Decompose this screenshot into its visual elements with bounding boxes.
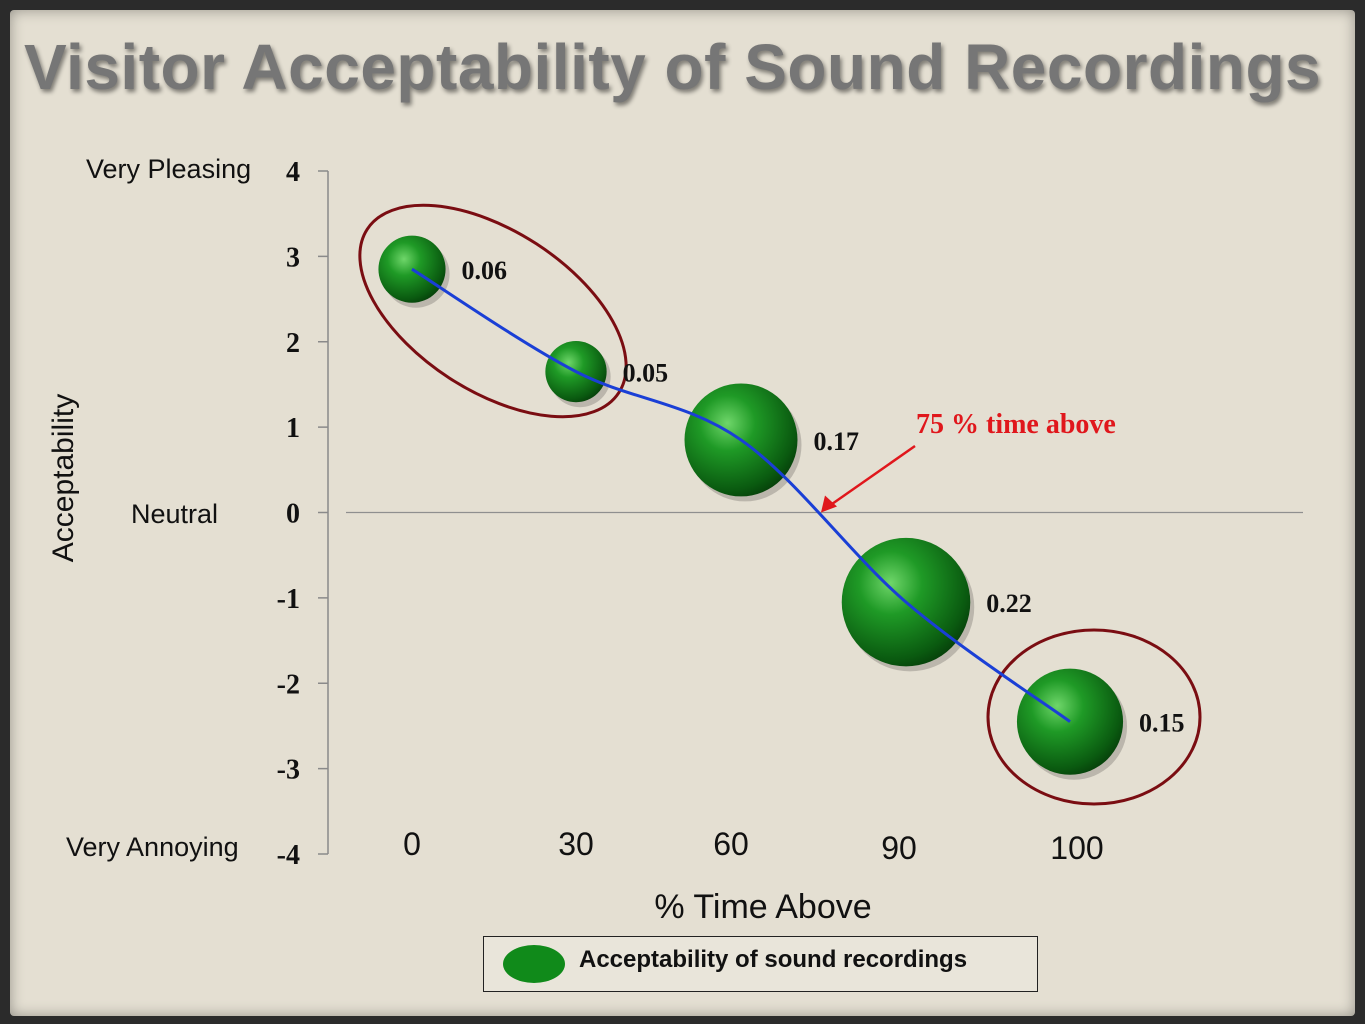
y-tick-label: -4	[277, 840, 300, 871]
annotation-arrow-line	[826, 444, 916, 509]
x-tick-label: 0	[403, 826, 421, 862]
y-tick-label: -3	[277, 755, 300, 786]
x-tick-label: 100	[1050, 830, 1103, 866]
x-tick-label: 60	[713, 826, 749, 862]
annotation-text: 75 % time above	[916, 409, 1116, 440]
highlight-ellipse-top	[358, 203, 628, 419]
annotation-arrow-head	[821, 495, 837, 513]
x-tick-label: 90	[881, 830, 917, 866]
very-annoying-label: Very Annoying	[66, 832, 239, 862]
bubble-value-label: 0.22	[986, 589, 1032, 618]
very-pleasing-label: Very Pleasing	[86, 154, 252, 184]
y-tick-label: 0	[286, 499, 300, 530]
highlight-ellipse-bottom	[986, 628, 1202, 806]
legend: Acceptability of sound recordings	[483, 936, 1038, 992]
bubble-value-label: 0.17	[813, 427, 859, 456]
legend-label: Acceptability of sound recordings	[579, 946, 968, 973]
y-tick-label: 3	[286, 242, 300, 273]
y-tick-label: -2	[277, 669, 300, 700]
trend-line	[411, 267, 1071, 723]
bubble-value-label: 0.15	[1139, 709, 1185, 738]
x-axis-title: % Time Above	[654, 888, 872, 926]
bubble-value-label: 0.05	[623, 359, 669, 388]
y-tick-label: 1	[286, 413, 300, 444]
bubble-value-label: 0.06	[462, 256, 508, 285]
y-tick-label: -1	[277, 584, 300, 615]
x-tick-label: 30	[558, 826, 594, 862]
neutral-label: Neutral	[131, 499, 219, 529]
chart-title: Visitor Acceptability of Sound Recording…	[24, 31, 1322, 103]
y-tick-label: 4	[286, 157, 300, 188]
y-tick-label: 2	[286, 328, 300, 359]
legend-swatch	[503, 945, 565, 983]
